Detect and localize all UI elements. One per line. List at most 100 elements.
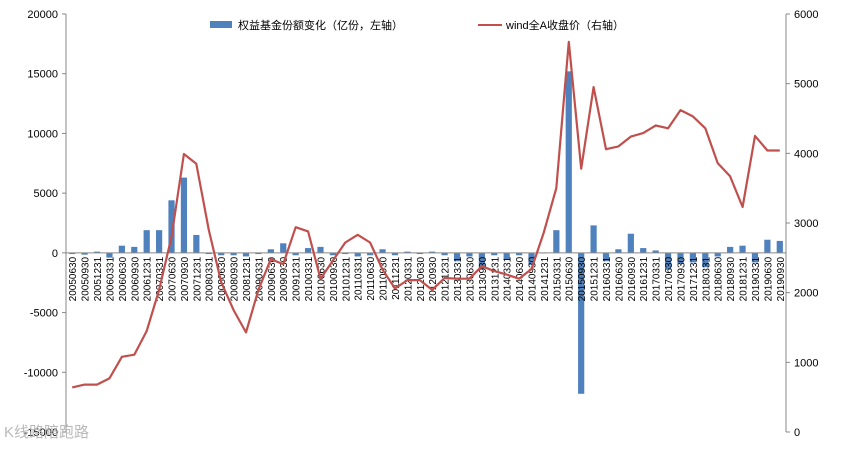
bar bbox=[292, 252, 299, 256]
legend: 权益基金份额变化（亿份，左轴） wind全A收盘价（右轴） bbox=[210, 18, 624, 32]
bar bbox=[677, 252, 684, 264]
bar bbox=[379, 249, 386, 253]
bar bbox=[205, 252, 212, 255]
left-tick-label: -10000 bbox=[24, 367, 58, 379]
x-tick-label: 20180331 bbox=[701, 256, 712, 301]
watermark: K线路陪跑路 bbox=[4, 424, 89, 441]
x-tick-label: 20051231 bbox=[93, 256, 104, 301]
bar bbox=[93, 251, 101, 253]
axes: 20000150001000050000-5000-10000-15000600… bbox=[24, 9, 819, 439]
bar bbox=[727, 246, 734, 253]
x-tick-label: 20090630 bbox=[267, 256, 278, 301]
x-tick-label: 20160331 bbox=[602, 256, 613, 301]
bar bbox=[267, 249, 274, 253]
right-tick-label: 5000 bbox=[794, 79, 818, 91]
bar bbox=[416, 252, 423, 255]
x-tick-label: 20181231 bbox=[739, 256, 750, 301]
bar bbox=[516, 252, 523, 256]
bar bbox=[304, 248, 312, 253]
x-tick-label: 20101231 bbox=[341, 256, 352, 301]
bar bbox=[578, 252, 585, 394]
legend-bar-label: 权益基金份额变化（亿份，左轴） bbox=[238, 18, 403, 32]
bar bbox=[602, 252, 610, 262]
x-tick-label: 20100331 bbox=[304, 256, 315, 301]
x-tick-label: 20050630 bbox=[68, 256, 79, 301]
left-tick-label: -5000 bbox=[30, 308, 58, 320]
x-tick-label: 20110630 bbox=[366, 256, 377, 300]
bar bbox=[404, 251, 411, 253]
bar bbox=[714, 252, 721, 257]
bar bbox=[180, 177, 188, 253]
x-tick-label: 20190630 bbox=[763, 256, 774, 301]
x-tick-label: 20111231 bbox=[391, 256, 402, 299]
x-tick-label: 20070930 bbox=[180, 256, 191, 301]
bar bbox=[565, 71, 572, 253]
bar bbox=[317, 246, 324, 253]
x-tick-label: 20061231 bbox=[143, 256, 154, 301]
x-tick-label: 20080331 bbox=[205, 256, 216, 301]
right-tick-label: 3000 bbox=[794, 218, 818, 230]
bar bbox=[702, 252, 709, 268]
bar bbox=[367, 252, 374, 256]
bar bbox=[664, 252, 672, 270]
right-tick-label: 2000 bbox=[794, 288, 818, 300]
x-tick-label: 20150331 bbox=[552, 256, 563, 301]
bar-series bbox=[69, 71, 783, 394]
bar bbox=[466, 252, 473, 257]
bar bbox=[280, 243, 287, 253]
left-tick-label: 15000 bbox=[27, 69, 58, 81]
left-tick-label: 20000 bbox=[27, 9, 58, 21]
x-tick-label: 20091231 bbox=[292, 256, 303, 301]
x-tick-label: 20171231 bbox=[689, 256, 700, 301]
bar bbox=[453, 252, 461, 262]
bar bbox=[118, 245, 125, 253]
x-tick-label: 20071231 bbox=[192, 256, 203, 301]
bar bbox=[441, 252, 448, 256]
bar bbox=[143, 230, 150, 253]
bar bbox=[751, 252, 759, 263]
bar bbox=[429, 251, 436, 253]
bar bbox=[627, 233, 634, 253]
x-tick-labels: 20050630 20050930 20051231 20060331 20060630… bbox=[68, 256, 787, 301]
x-tick-label: 20160930 bbox=[627, 256, 638, 301]
x-tick-label: 20050930 bbox=[81, 256, 92, 301]
x-tick-label: 20150630 bbox=[565, 256, 576, 301]
x-tick-label: 20070630 bbox=[168, 256, 179, 301]
bar bbox=[81, 252, 88, 255]
bar bbox=[652, 250, 659, 253]
bar bbox=[590, 225, 597, 253]
x-tick-label: 20140930 bbox=[528, 256, 539, 301]
bar bbox=[615, 249, 622, 253]
x-tick-label: 20140331 bbox=[503, 256, 514, 301]
x-tick-label: 20190331 bbox=[751, 256, 762, 301]
line-series bbox=[71, 40, 780, 389]
bar bbox=[106, 252, 113, 258]
x-tick-label: 20161231 bbox=[639, 256, 650, 301]
bar bbox=[218, 252, 225, 256]
left-tick-label: 10000 bbox=[27, 128, 58, 140]
x-tick-label: 20160630 bbox=[614, 256, 625, 301]
x-tick-label: 20090331 bbox=[254, 256, 265, 301]
x-tick-label: 20130630 bbox=[465, 256, 476, 301]
bar bbox=[528, 252, 535, 265]
bar bbox=[193, 234, 200, 253]
right-tick-label: 1000 bbox=[794, 357, 818, 369]
x-tick-label: 20180630 bbox=[714, 256, 725, 301]
bar bbox=[553, 230, 560, 253]
bar bbox=[764, 239, 771, 253]
bar bbox=[168, 200, 175, 253]
bar bbox=[131, 246, 138, 253]
x-tick-label: 20080930 bbox=[230, 256, 241, 301]
x-tick-label: 20180930 bbox=[726, 256, 737, 301]
x-tick-label: 20060630 bbox=[118, 256, 129, 301]
bar bbox=[156, 230, 163, 253]
x-tick-label: 20110331 bbox=[354, 256, 365, 300]
x-tick-label: 20131231 bbox=[490, 256, 501, 301]
bar bbox=[739, 245, 746, 253]
bar bbox=[255, 252, 262, 255]
right-tick-label: 0 bbox=[794, 427, 800, 439]
bar bbox=[478, 252, 485, 269]
legend-line-label: wind全A收盘价（右轴） bbox=[505, 18, 624, 32]
bar bbox=[230, 252, 237, 256]
